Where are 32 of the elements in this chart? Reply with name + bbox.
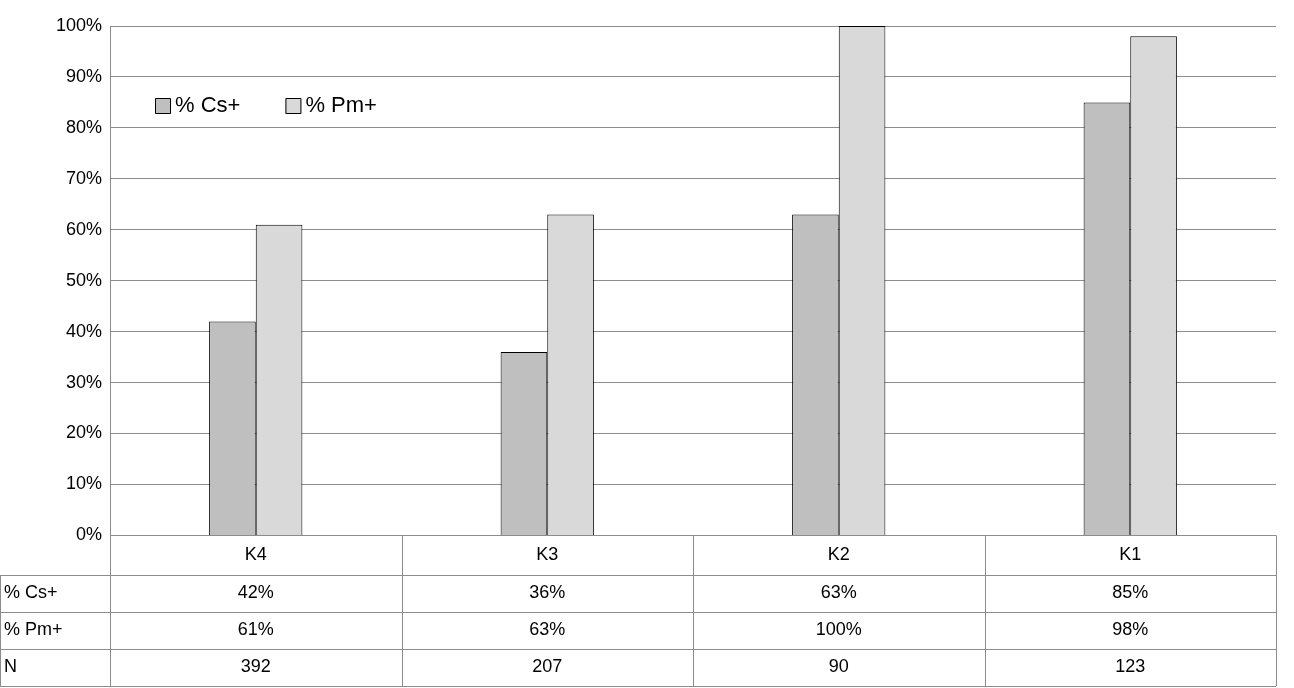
data-label: 42% bbox=[237, 582, 274, 603]
y-tick-label: 80% bbox=[65, 116, 102, 137]
y-tick-label: 40% bbox=[65, 320, 102, 341]
y-tick-label: 30% bbox=[65, 371, 102, 392]
text: 207 bbox=[532, 656, 563, 677]
text: % Pm+ bbox=[4, 619, 63, 640]
y-tick-label: 0% bbox=[75, 524, 102, 545]
y-tick-label: 60% bbox=[65, 218, 102, 239]
x-tick-label: K1 bbox=[1119, 544, 1142, 565]
text: 123 bbox=[1115, 656, 1146, 677]
data-label: 85% bbox=[1112, 582, 1149, 603]
data-label: 61% bbox=[237, 619, 274, 640]
text: 90 bbox=[828, 656, 849, 677]
y-tick-label: 100% bbox=[55, 14, 102, 35]
x-tick-label: K3 bbox=[536, 544, 559, 565]
y-tick-label: 50% bbox=[65, 269, 102, 290]
text: 392 bbox=[240, 656, 271, 677]
x-tick-label: K2 bbox=[827, 544, 850, 565]
text: N bbox=[4, 656, 17, 677]
data-label: 98% bbox=[1112, 619, 1149, 640]
y-tick-label: 10% bbox=[65, 473, 102, 494]
legend-label: % Cs+ bbox=[175, 92, 241, 118]
y-tick-label: 90% bbox=[65, 65, 102, 86]
data-label: 36% bbox=[529, 582, 566, 603]
y-tick-label: 70% bbox=[65, 167, 102, 188]
data-label: 63% bbox=[820, 582, 857, 603]
text: % Cs+ bbox=[4, 582, 58, 603]
y-tick-label: 20% bbox=[65, 422, 102, 443]
legend-label: % Pm+ bbox=[305, 92, 377, 118]
x-tick-label: K4 bbox=[244, 544, 267, 565]
data-label: 63% bbox=[529, 619, 566, 640]
data-label: 100% bbox=[815, 619, 862, 640]
